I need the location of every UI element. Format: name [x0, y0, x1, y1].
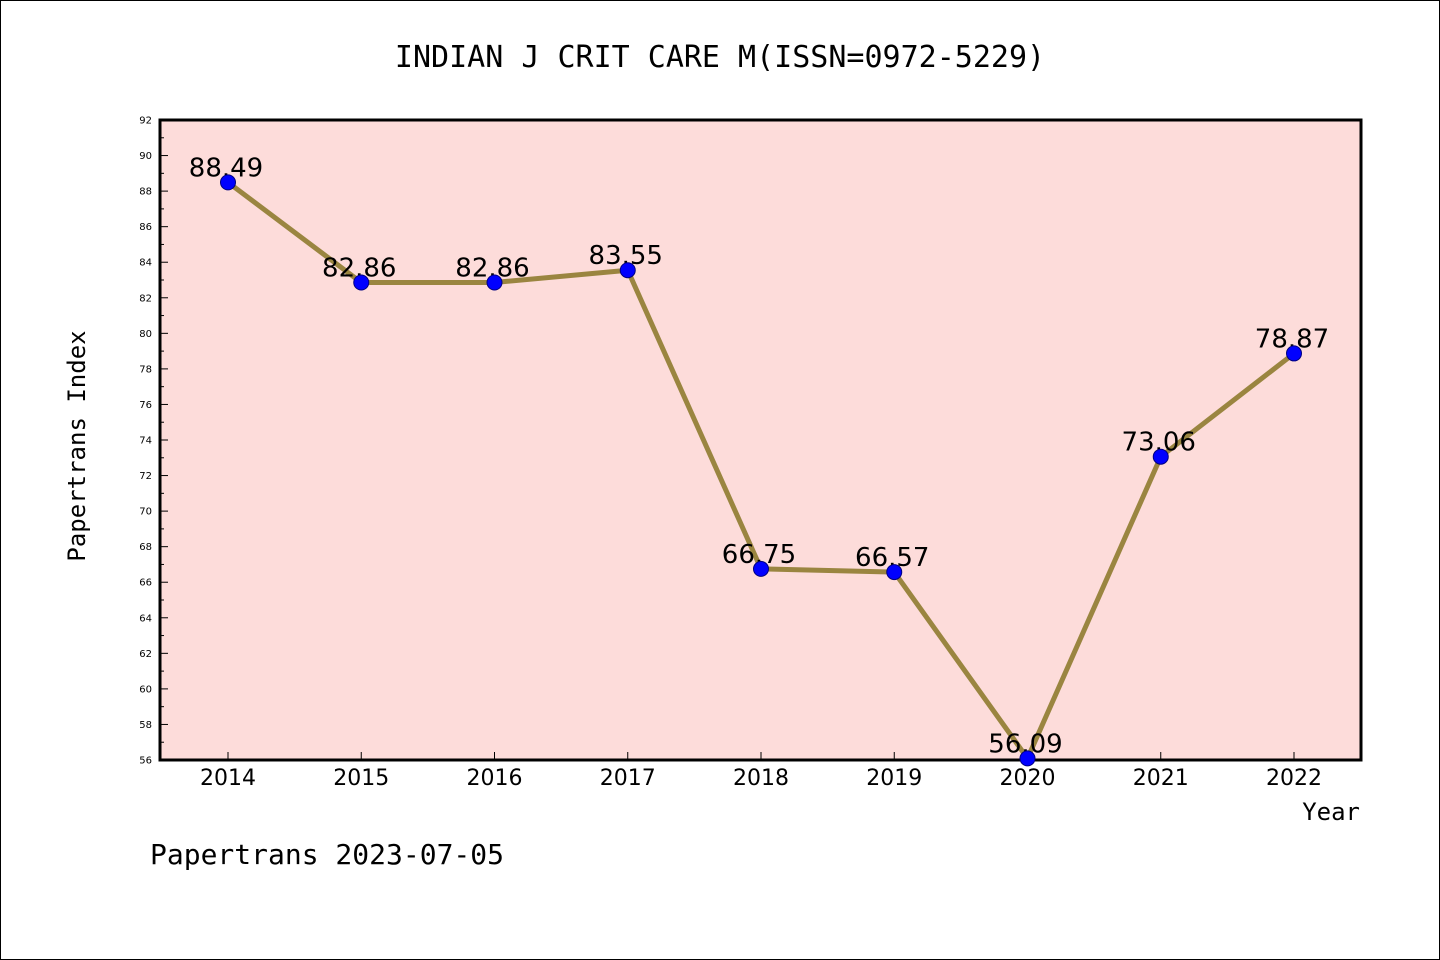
- x-tick-label: 2018: [733, 766, 789, 791]
- y-tick-label: 56: [139, 756, 152, 767]
- data-point: [1152, 448, 1169, 465]
- data-point: [486, 274, 503, 291]
- x-tick-label: 2015: [333, 766, 389, 791]
- y-tick-label: 66: [139, 578, 152, 589]
- x-tick-label: 2014: [200, 766, 256, 791]
- x-tick-label: 2021: [1133, 766, 1189, 791]
- plot-layer: 56 58 60 62 64 66 68 70 72 74 76 78 80 82 84 86 88 90 92 20…: [139, 116, 1363, 791]
- x-tick-label: 2019: [866, 766, 922, 791]
- x-tick-label: 2017: [600, 766, 656, 791]
- y-tick-label: 74: [139, 436, 152, 447]
- x-tick-label: 2020: [1000, 766, 1056, 791]
- y-tick-label: 86: [139, 222, 152, 233]
- data-point: [619, 262, 636, 279]
- chart-title: INDIAN J CRIT CARE M(ISSN=0972-5229): [395, 40, 1045, 75]
- y-tick-label: 70: [139, 507, 152, 518]
- data-point: [1019, 750, 1036, 767]
- data-point: [753, 560, 769, 577]
- y-tick-label: 80: [139, 329, 152, 340]
- plot-background: [160, 120, 1361, 760]
- x-axis-label: Year: [1302, 798, 1360, 826]
- x-tick-label: 2022: [1266, 766, 1322, 791]
- data-point: [886, 564, 903, 581]
- x-tick-label: 2016: [467, 766, 523, 791]
- y-tick-label: 72: [139, 471, 152, 482]
- y-tick-label: 90: [139, 151, 152, 162]
- data-point: [353, 274, 370, 291]
- data-point: [1286, 345, 1302, 362]
- y-tick-label: 82: [139, 293, 152, 304]
- data-point: [220, 174, 236, 191]
- y-tick-label: 78: [139, 364, 152, 375]
- y-tick-label: 64: [139, 613, 152, 624]
- y-tick-label: 68: [139, 542, 152, 553]
- y-tick-label: 88: [139, 187, 152, 198]
- y-tick-label: 92: [139, 116, 152, 127]
- y-axis-label: Papertrans Index: [63, 330, 91, 561]
- y-tick-label: 58: [139, 720, 152, 731]
- y-tick-label: 60: [139, 684, 152, 695]
- y-tick-label: 76: [139, 400, 152, 411]
- footer-caption: Papertrans 2023-07-05: [150, 838, 504, 871]
- y-tick-label: 84: [139, 258, 152, 269]
- plot-frame: [158, 118, 1363, 762]
- y-tick-label: 62: [139, 649, 152, 660]
